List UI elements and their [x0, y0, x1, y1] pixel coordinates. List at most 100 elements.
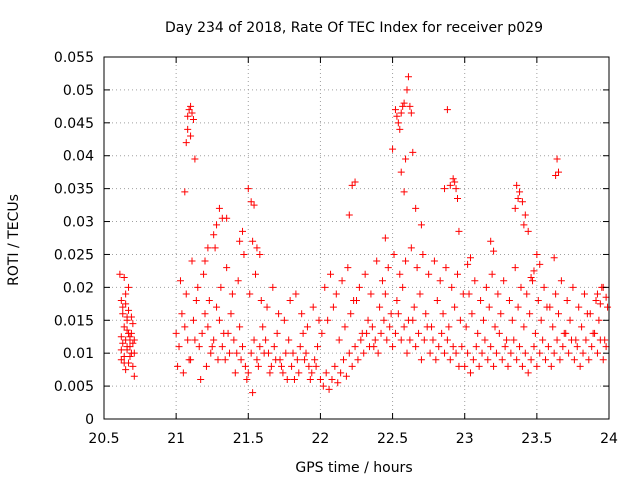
data-point — [125, 306, 133, 314]
y-axis-label: ROTI / TECUs — [6, 194, 22, 286]
data-point — [123, 313, 131, 321]
data-point — [250, 201, 258, 209]
x-tick-label: 20.5 — [88, 431, 119, 447]
data-point — [189, 316, 197, 324]
data-point — [441, 349, 449, 357]
data-point — [557, 277, 565, 285]
data-point — [348, 362, 356, 370]
data-point — [407, 109, 415, 117]
data-point — [552, 290, 560, 298]
data-point — [552, 171, 560, 179]
data-point — [247, 349, 255, 357]
data-point — [491, 323, 499, 331]
data-point — [503, 336, 511, 344]
x-tick-label: 22.5 — [377, 431, 408, 447]
data-point — [191, 336, 199, 344]
data-points — [116, 73, 612, 397]
y-tick-label: 0.04 — [63, 149, 94, 165]
data-point — [266, 369, 274, 377]
data-point — [433, 297, 441, 305]
data-point — [293, 356, 301, 364]
data-point — [458, 343, 466, 351]
data-point — [303, 323, 311, 331]
data-point — [441, 185, 449, 193]
data-point — [426, 349, 434, 357]
data-point — [542, 356, 550, 364]
data-point — [252, 270, 259, 278]
data-point — [280, 316, 288, 324]
data-point — [130, 349, 138, 357]
data-point — [451, 178, 459, 186]
data-point — [415, 329, 423, 337]
data-point — [406, 336, 414, 344]
data-point — [555, 310, 562, 318]
data-point — [487, 237, 495, 245]
data-point — [381, 234, 389, 242]
data-point — [189, 116, 197, 124]
data-point — [316, 376, 324, 384]
x-tick-label: 21 — [167, 431, 185, 447]
data-point — [345, 211, 353, 219]
data-point — [120, 273, 128, 281]
data-point — [488, 270, 496, 278]
data-point — [184, 125, 192, 133]
data-point — [417, 221, 425, 229]
x-axis-label: GPS time / hours — [295, 460, 412, 476]
data-point — [324, 316, 332, 324]
data-point — [498, 356, 506, 364]
data-point — [596, 300, 604, 308]
data-point — [438, 329, 446, 337]
data-point — [518, 198, 526, 206]
data-point — [302, 349, 310, 357]
data-point — [360, 349, 368, 357]
data-point — [337, 369, 345, 377]
data-point — [275, 310, 283, 318]
data-point — [492, 349, 500, 357]
data-point — [435, 343, 443, 351]
data-point — [546, 303, 554, 311]
data-point — [188, 109, 196, 117]
data-point — [285, 336, 293, 344]
data-point — [477, 297, 485, 305]
data-point — [400, 323, 408, 331]
data-point — [119, 303, 127, 311]
data-point — [351, 178, 359, 186]
data-point — [439, 310, 447, 318]
data-point — [125, 359, 133, 367]
data-point — [404, 73, 412, 81]
data-point — [348, 181, 356, 189]
data-point — [211, 244, 219, 252]
data-point — [576, 362, 584, 370]
data-point — [394, 310, 402, 318]
data-point — [490, 247, 498, 255]
data-point — [547, 362, 555, 370]
data-point — [399, 283, 407, 291]
data-point — [367, 290, 375, 298]
data-point — [233, 349, 241, 357]
data-point — [523, 290, 531, 298]
data-point — [487, 343, 495, 351]
data-point — [126, 352, 134, 360]
data-point — [295, 369, 303, 377]
data-point — [256, 343, 264, 351]
data-point — [381, 290, 389, 298]
data-point — [531, 329, 539, 337]
data-point — [449, 175, 457, 183]
data-point — [514, 195, 522, 203]
data-point — [534, 297, 542, 305]
data-point — [201, 257, 209, 265]
data-point — [308, 369, 316, 377]
data-point — [456, 316, 464, 324]
data-point — [514, 303, 522, 311]
data-point — [536, 260, 544, 268]
data-point — [174, 362, 182, 370]
y-tick-label: 0.05 — [63, 83, 94, 99]
data-point — [474, 329, 482, 337]
data-point — [191, 155, 199, 163]
data-point — [494, 290, 502, 298]
y-tick-label: 0.03 — [63, 215, 94, 231]
data-point — [475, 362, 483, 370]
x-tick-label: 23.5 — [521, 431, 552, 447]
data-point — [593, 349, 601, 357]
data-point — [122, 300, 130, 308]
